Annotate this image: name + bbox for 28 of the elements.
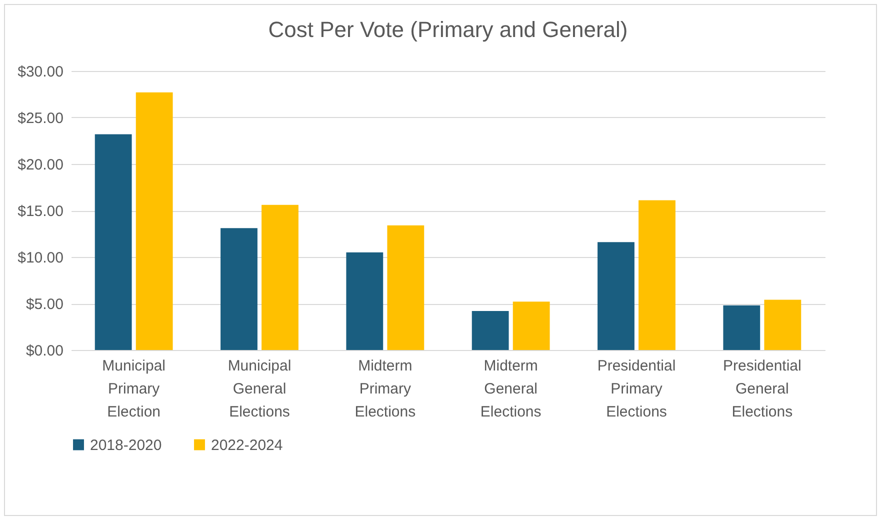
y-tick-label: $30.00	[18, 64, 64, 80]
bar	[638, 200, 676, 350]
y-tick-label: $0.00	[26, 342, 64, 360]
y-tick-label: $20.00	[18, 156, 64, 174]
y-tick-label: $5.00	[26, 296, 64, 313]
legend-label: 2022-2024	[211, 436, 283, 454]
chart-title: Cost Per Vote (Primary and General)	[268, 17, 628, 42]
y-tick-label: $10.00	[18, 250, 64, 266]
bar	[512, 302, 550, 350]
x-tick-label: Presidential Primary Elections	[597, 358, 676, 420]
bar	[136, 92, 173, 350]
x-tick-label: Midterm Primary Elections	[354, 358, 416, 420]
x-tick-label: Midterm General Elections	[480, 358, 542, 420]
bar	[387, 225, 424, 350]
bar	[94, 134, 132, 350]
bar	[220, 228, 258, 350]
x-tick-label: Municipal General Elections	[228, 358, 292, 420]
bar	[723, 305, 760, 350]
y-tick-label: $15.00	[18, 203, 64, 220]
y-tick-label: $25.00	[18, 110, 64, 127]
x-tick-label: Presidential General Elections	[722, 358, 802, 420]
bar	[346, 252, 384, 350]
legend-label: 2018-2020	[90, 436, 162, 454]
bar	[262, 204, 298, 350]
bar	[598, 242, 634, 350]
bar	[472, 310, 509, 350]
x-tick-label: Municipal Primary Election	[102, 358, 166, 420]
bar	[764, 300, 802, 350]
